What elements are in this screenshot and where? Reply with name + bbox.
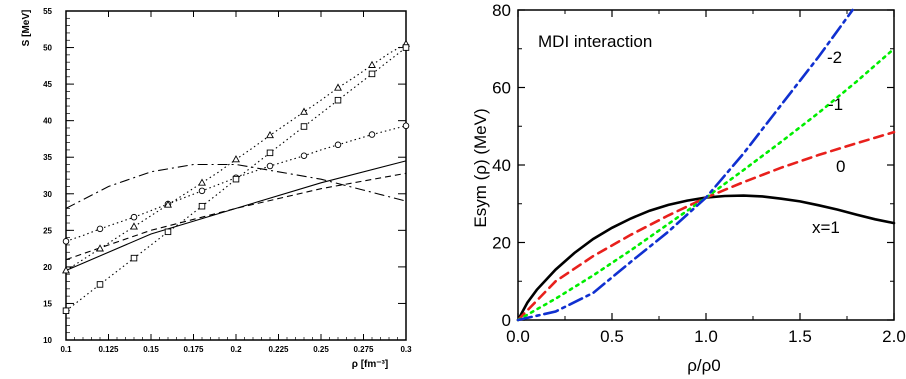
right-xtick-label: 0.0 xyxy=(506,327,530,346)
right-series-line--1 xyxy=(516,47,896,322)
left-marker-square xyxy=(130,254,138,262)
right-xtick-label: 1.5 xyxy=(788,327,812,346)
left-marker-square xyxy=(334,96,342,104)
left-marker-triangle xyxy=(164,200,172,208)
right-ytick-label: 20 xyxy=(492,234,511,253)
left-marker-triangle xyxy=(232,155,240,163)
left-marker-square xyxy=(232,175,240,183)
left-xtick-label: 0.225 xyxy=(268,345,289,354)
series-label-minus2: -2 xyxy=(827,48,842,67)
left-ytick-label: 10 xyxy=(43,336,52,345)
left-xtick-label: 0.125 xyxy=(98,345,119,354)
right-ytick-label: 60 xyxy=(492,79,511,98)
right-ytick-label: 0 xyxy=(502,311,511,330)
right-ytick-label: 80 xyxy=(492,1,511,20)
left-marker-square xyxy=(300,123,308,130)
left-xtick-label: 0.2 xyxy=(230,345,242,354)
left-marker-circle xyxy=(300,152,308,160)
left-marker-square xyxy=(198,202,206,210)
right-ytick-label: 40 xyxy=(492,156,511,175)
left-marker-square xyxy=(62,307,70,315)
left-ytick-label: 35 xyxy=(43,153,52,162)
left-ytick-label: 30 xyxy=(43,190,52,199)
right-xlabel: ρ/ρ0 xyxy=(687,356,721,375)
left-marker-circle xyxy=(198,187,206,195)
left-xtick-label: 0.3 xyxy=(400,345,412,354)
left-ytick-label: 15 xyxy=(43,299,52,308)
left-marker-triangle xyxy=(300,107,308,115)
left-marker-square xyxy=(368,70,376,78)
left-ytick-label: 20 xyxy=(43,263,52,272)
series-label-0: 0 xyxy=(836,157,845,176)
left-marker-triangle xyxy=(334,83,342,91)
right-ticks: 0.0 0.5 1.0 1.5 2.0 0 20 40 60 80 xyxy=(492,1,906,346)
left-marker-circle xyxy=(130,213,138,221)
left-ytick-label: 45 xyxy=(43,80,52,89)
left-marker-triangle xyxy=(368,60,376,68)
left-xtick-label: 0.1 xyxy=(60,345,72,354)
right-chart: 0.0 0.5 1.0 1.5 2.0 0 20 40 60 80 MDI interaction… xyxy=(471,1,906,375)
left-marker-circle xyxy=(402,122,410,130)
left-xlabel: ρ [fm⁻³] xyxy=(352,359,388,370)
right-series-group xyxy=(516,8,896,322)
left-ytick-label: 55 xyxy=(43,7,52,16)
left-marker-triangle xyxy=(96,244,104,252)
left-series-line xyxy=(65,172,407,261)
left-marker-triangle xyxy=(62,266,70,274)
left-marker-square xyxy=(402,44,410,51)
right-ylabel: Esym (ρ) (MeV) xyxy=(471,108,490,227)
right-annotation: MDI interaction xyxy=(538,32,652,51)
left-marker-square xyxy=(164,228,172,236)
left-markers-group xyxy=(62,39,410,315)
left-xtick-label: 0.175 xyxy=(183,345,204,354)
left-ylabel: S [MeV] xyxy=(21,10,32,47)
left-ytick-label: 25 xyxy=(43,226,52,235)
right-xtick-label: 0.5 xyxy=(600,327,624,346)
left-ytick-label: 40 xyxy=(43,117,52,126)
left-marker-circle xyxy=(266,162,274,170)
left-marker-circle xyxy=(334,141,342,149)
series-label-minus1: -1 xyxy=(828,95,843,114)
left-marker-circle xyxy=(96,225,104,233)
left-series-line xyxy=(65,160,407,272)
left-marker-circle xyxy=(368,131,376,138)
right-series-line-x=1 xyxy=(516,194,896,322)
left-chart: 0.1 0.125 0.15 0.175 0.2 0.225 0.25 0.275 0.3 10 1… xyxy=(21,7,412,370)
left-xtick-label: 0.25 xyxy=(313,345,329,354)
right-xtick-label: 1.0 xyxy=(694,327,718,346)
left-marker-triangle xyxy=(198,178,206,186)
left-ytick-label: 50 xyxy=(43,44,52,53)
series-label-x1: x=1 xyxy=(812,218,840,237)
left-marker-triangle xyxy=(130,222,138,230)
right-xtick-label: 2.0 xyxy=(882,327,906,346)
left-marker-triangle xyxy=(266,130,274,139)
left-series-line xyxy=(65,163,407,209)
left-xtick-label: 0.15 xyxy=(143,345,159,354)
left-marker-circle xyxy=(62,238,70,245)
left-marker-square xyxy=(266,149,274,157)
left-series-line xyxy=(65,125,407,242)
left-xtick-label: 0.275 xyxy=(353,345,374,354)
left-ticks: 0.1 0.125 0.15 0.175 0.2 0.225 0.25 0.275 0.3 10 1… xyxy=(43,7,412,354)
left-marker-square xyxy=(96,281,104,288)
right-series-line--2 xyxy=(516,8,854,322)
